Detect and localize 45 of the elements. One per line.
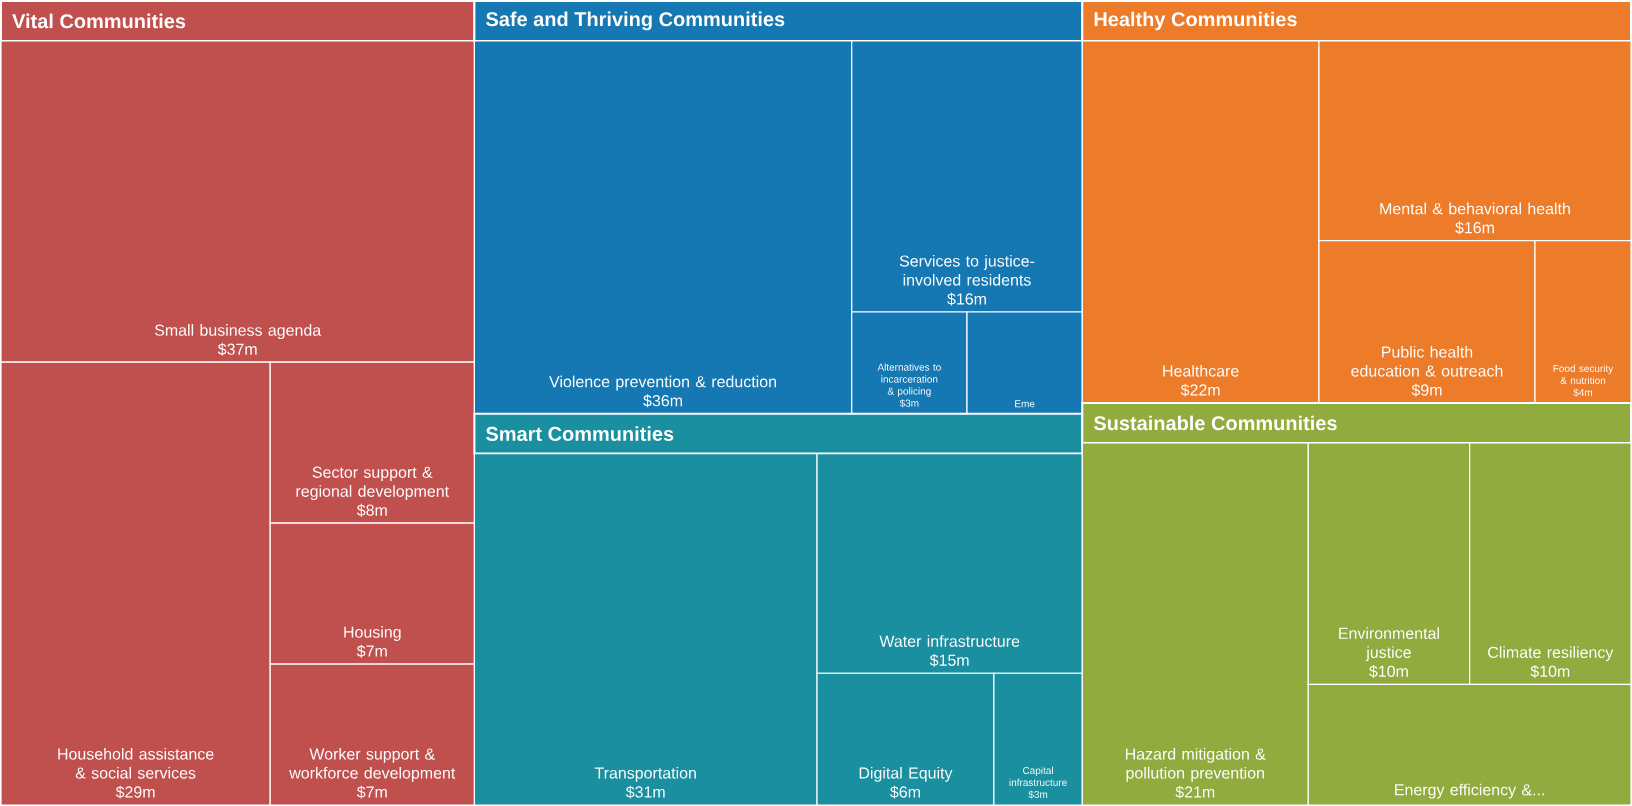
category-label: Sector support & regional development bbox=[296, 466, 449, 501]
data-label: $7m bbox=[356, 785, 387, 799]
category-label: Hazard mitigation & pollution prevention bbox=[1125, 748, 1266, 783]
category-label: Digital Equity bbox=[859, 767, 953, 783]
series-label: Vital Communities bbox=[12, 13, 186, 29]
data-label: $16m bbox=[1455, 221, 1494, 235]
category-label: Transportation bbox=[594, 767, 696, 783]
data-label: $37m bbox=[217, 343, 257, 356]
data-label: $4m bbox=[1573, 388, 1593, 397]
data-label: $7m bbox=[356, 644, 387, 658]
series-label: Smart Communities bbox=[486, 426, 674, 442]
category-label: Violence prevention & reduction bbox=[549, 375, 776, 391]
data-label: $15m bbox=[929, 654, 969, 668]
category-label: Housing bbox=[344, 626, 401, 642]
data-label: $8m bbox=[356, 504, 387, 518]
category-label: Environmental justice bbox=[1339, 627, 1439, 662]
series-label: Sustainable Communities bbox=[1093, 415, 1337, 431]
series-label: Healthy Communities bbox=[1094, 11, 1297, 31]
data-label: $6m bbox=[890, 785, 920, 799]
data-label: $22m bbox=[1180, 383, 1220, 397]
category-label: Worker support & workforce development bbox=[289, 748, 456, 783]
category-label: Household assistance & social services bbox=[58, 748, 214, 779]
data-label: $9m bbox=[1411, 383, 1442, 397]
category-label: Mental & behavioral health bbox=[1380, 202, 1570, 215]
category-label: Eme bbox=[1015, 400, 1035, 408]
category-label: Alternatives to incarceration & policing bbox=[877, 363, 941, 397]
data-label: $29m bbox=[115, 785, 155, 799]
series-label: Safe and Thriving Communities bbox=[486, 11, 785, 31]
category-label: Services to justice-involved residents bbox=[899, 255, 1035, 286]
category-label: Healthcare bbox=[1163, 365, 1239, 377]
category-label: Energy efficiency &... bbox=[1395, 783, 1544, 799]
data-label: $3m bbox=[899, 399, 919, 408]
category-label: Food security & nutrition bbox=[1553, 364, 1614, 385]
data-label: $10m bbox=[1530, 665, 1570, 679]
category-label: Capital infrastructure bbox=[1009, 766, 1067, 787]
data-label: $21m bbox=[1175, 785, 1215, 799]
category-label: Climate resiliency bbox=[1488, 646, 1614, 662]
category-label: Water infrastructure bbox=[879, 635, 1020, 648]
category-label: Public health education & outreach bbox=[1351, 346, 1503, 377]
data-label: $16m bbox=[947, 292, 986, 306]
data-label: $31m bbox=[625, 785, 665, 799]
data-label: $36m bbox=[643, 394, 682, 408]
data-label: $3m bbox=[1028, 790, 1048, 799]
category-label: Small business agenda bbox=[154, 324, 322, 340]
data-label: $10m bbox=[1369, 665, 1408, 679]
